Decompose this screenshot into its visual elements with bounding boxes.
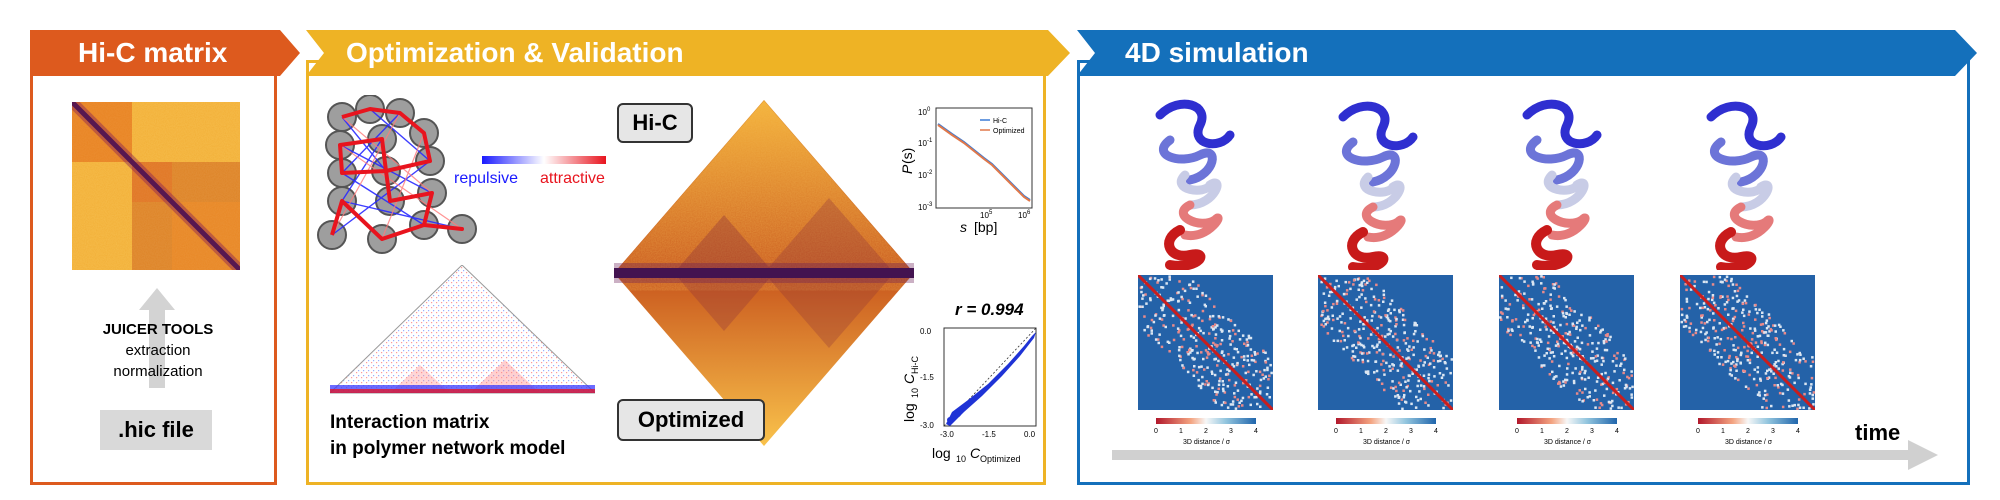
optimization-banner: Optimization & Validation [306,30,1070,76]
colorbar-tick: 1 [1540,428,1544,435]
scatter-xlabel-sub: 10 [956,454,966,464]
legend-hic: Hi-C [993,118,1007,125]
colorbar-tick: 0 [1154,428,1158,435]
ps-ytick-1: 10 [918,139,927,148]
interaction-caption-line2: in polymer network model [330,438,566,459]
colorbar-tick: 0 [1515,428,1519,435]
colorbar-tick: 3 [1409,428,1413,435]
ps-xlabel-unit: [bp] [974,219,997,235]
ps-plot: Hi-C Optimized 10 0 10 -1 10 -2 10 -3 10… [900,107,1033,235]
simulation-banner: 4D simulation [1077,30,1977,76]
ps-ytick-3: 10 [918,203,927,212]
scatter-ylabel-log: log [901,403,917,422]
scatter-xlabel-log: log [932,445,951,461]
optimized-label: Optimized [617,399,765,441]
time-arrow [1112,440,1938,470]
colorbar-tick: 3 [1229,428,1233,435]
ps-xtick-1: 10 [1018,211,1027,220]
colorbar-label: 3D distance / σ [1183,439,1231,446]
correlation-label: r = 0.994 [955,300,1024,319]
colorbar-tick: 4 [1615,428,1619,435]
hic-file-label: .hic file [100,410,212,450]
interaction-matrix-triangle [330,265,595,394]
colorbar-tick: 4 [1434,428,1438,435]
colorbar-tick: 2 [1565,428,1569,435]
scatter-ytick-1: -1.5 [920,373,934,382]
colorbar-tick: 1 [1179,428,1183,435]
colorbar-tick: 1 [1359,428,1363,435]
normalization-label: normalization [113,363,203,380]
ps-yexp-0: 0 [927,107,931,113]
hic-label: Hi-C [617,103,693,143]
ps-ytick-2: 10 [918,171,927,180]
scatter-xlabel-varsub: Optimized [980,454,1021,464]
ps-ylabel-var: P [900,164,915,174]
ps-ylabel-paren: (s) [900,148,915,164]
distance-map-3 [1499,275,1634,410]
colorbar-tick: 3 [1771,428,1775,435]
hic-banner-arrow [30,30,300,76]
ps-yexp-1: -1 [927,138,933,144]
ps-xlabel-var: s [960,219,967,235]
colorbar-tick: 1 [1721,428,1725,435]
ps-ytick-0: 10 [918,108,927,117]
simulation-title: 4D simulation [1125,37,1309,68]
distance-map-2 [1318,275,1453,410]
distance-map-1 [1138,275,1273,410]
colorbar-label: 3D distance / σ [1363,439,1411,446]
scatter-xtick-1: -1.5 [982,430,996,439]
colorbar-label: 3D distance / σ [1544,439,1592,446]
scatter-plot: 0.0 -1.5 -3.0 -3.0 -1.5 0.0 log 10 C Opt… [901,327,1037,464]
legend-optimized: Optimized [993,128,1025,135]
polymer-network-diagram [317,95,477,254]
polymer-structure-1 [1155,99,1235,270]
scatter-ytick-0: 0.0 [920,327,932,336]
interaction-colorbar [482,156,606,164]
hic-heatmap [72,102,240,270]
colorbar-tick: 2 [1204,428,1208,435]
ps-xtick-0: 10 [980,211,989,220]
polymer-structure-4 [1706,101,1786,270]
hic-matrix-banner: Hi-C matrix [30,30,300,76]
colorbar-label: 3D distance / σ [1725,439,1773,446]
colorbar-tick: 4 [1796,428,1800,435]
optimization-banner-arrow [306,30,1070,76]
scatter-xtick-0: -3.0 [940,430,954,439]
scatter-xtick-2: 0.0 [1024,430,1036,439]
repulsive-label: repulsive [454,170,519,187]
time-label: time [1855,420,1901,445]
distance-colorbar-4: 0 1 2 3 4 3D distance / σ [1696,418,1800,446]
colorbar-tick: 2 [1746,428,1750,435]
scatter-ylabel-var: C [901,373,917,384]
colorbar-tick: 0 [1696,428,1700,435]
up-arrow-icon [139,288,175,388]
colorbar-tick: 3 [1590,428,1594,435]
hic-optimized-diamond [614,100,914,446]
scatter-xlabel-var: C [970,445,981,461]
colorbar-tick: 4 [1254,428,1258,435]
simulation-banner-arrow [1077,30,1977,76]
scatter-ylabel-sub: 10 [910,388,920,398]
interaction-caption-line1: Interaction matrix [330,412,490,433]
optimization-title: Optimization & Validation [346,37,684,68]
scatter-ytick-2: -3.0 [920,421,934,430]
polymer-structure-3 [1522,99,1602,270]
ps-yexp-2: -2 [927,170,933,176]
scatter-ylabel-varsub: Hi-C [910,356,920,374]
attractive-label: attractive [540,170,605,187]
ps-xexp-0: 5 [989,210,993,216]
extraction-label: extraction [125,342,191,359]
polymer-structure-2 [1338,101,1418,270]
juicer-tools-label: JUICER TOOLS [102,321,214,338]
distance-colorbar-1: 0 1 2 3 4 3D distance / σ [1154,418,1258,446]
colorbar-tick: 2 [1384,428,1388,435]
ps-xexp-1: 6 [1027,210,1031,216]
hic-matrix-title: Hi-C matrix [78,37,228,68]
colorbar-tick: 0 [1334,428,1338,435]
simulation-panel [1077,60,1970,485]
distance-colorbar-2: 0 1 2 3 4 3D distance / σ [1334,418,1438,446]
distance-colorbar-3: 0 1 2 3 4 3D distance / σ [1515,418,1619,446]
distance-map-4 [1680,275,1815,410]
ps-yexp-3: -3 [927,202,933,208]
